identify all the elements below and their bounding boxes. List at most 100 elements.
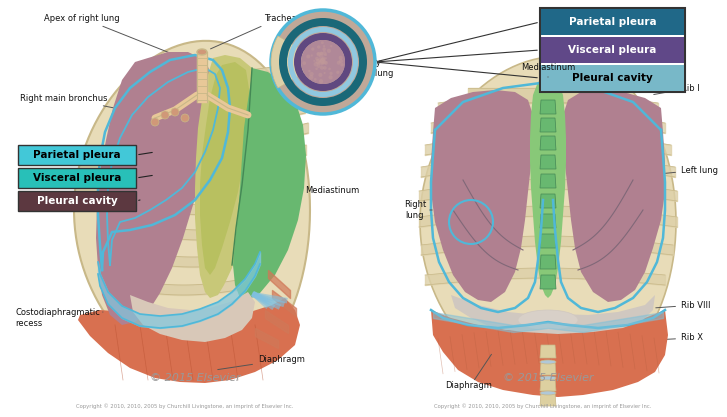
Circle shape [319,60,321,62]
Circle shape [326,49,331,53]
Circle shape [319,52,324,55]
Circle shape [310,72,314,76]
Text: Apex of right lung: Apex of right lung [44,13,172,54]
Circle shape [313,60,316,62]
Circle shape [321,63,323,66]
Polygon shape [540,214,556,228]
Text: Right main bronchus: Right main bronchus [20,93,162,118]
Circle shape [322,48,326,51]
Circle shape [171,108,179,116]
Circle shape [151,118,159,126]
Circle shape [329,72,333,75]
Circle shape [328,68,331,70]
Wedge shape [294,33,352,91]
Circle shape [321,61,324,64]
Circle shape [324,53,327,56]
FancyBboxPatch shape [541,9,684,35]
Circle shape [339,55,342,60]
Circle shape [323,60,327,64]
Polygon shape [540,234,556,248]
Polygon shape [451,295,655,334]
Circle shape [309,75,313,80]
Circle shape [308,70,310,72]
Polygon shape [540,100,556,114]
Text: Pleural cavity: Pleural cavity [36,196,117,206]
Text: Copyright © 2010, 2010, 2005 by Churchill Livingstone, an imprint of Elsevier In: Copyright © 2010, 2010, 2005 by Churchil… [434,403,651,409]
Polygon shape [431,90,533,302]
Polygon shape [78,298,300,383]
Polygon shape [130,292,255,342]
Ellipse shape [540,376,556,380]
Circle shape [330,45,332,47]
Ellipse shape [540,391,556,395]
Text: Left lung: Left lung [651,166,718,175]
Circle shape [316,68,318,70]
Circle shape [321,58,326,62]
FancyBboxPatch shape [18,145,136,165]
Circle shape [322,56,326,60]
Text: Rib VIII: Rib VIII [656,301,710,309]
Circle shape [315,57,319,60]
FancyBboxPatch shape [540,8,685,92]
Circle shape [339,59,343,63]
Circle shape [337,61,341,65]
Text: © 2015 Elsevier: © 2015 Elsevier [502,373,593,383]
Ellipse shape [197,49,207,55]
Circle shape [320,52,323,55]
Circle shape [313,62,318,67]
Circle shape [314,78,317,81]
Circle shape [320,66,324,70]
Polygon shape [431,310,668,397]
Circle shape [324,72,326,74]
Polygon shape [540,362,556,375]
Text: Copyright © 2010, 2010, 2005 by Churchill Livingstone, an imprint of Elsevier In: Copyright © 2010, 2010, 2005 by Churchil… [76,403,294,409]
Circle shape [318,73,323,77]
Circle shape [311,48,315,51]
Ellipse shape [540,360,556,364]
FancyBboxPatch shape [18,191,136,211]
Circle shape [325,57,327,59]
Circle shape [316,59,318,61]
Text: Diaphragm: Diaphragm [218,356,305,369]
Circle shape [321,62,323,65]
Circle shape [316,61,319,64]
Circle shape [324,61,328,65]
Polygon shape [563,90,665,302]
Circle shape [322,61,325,64]
Circle shape [271,10,375,114]
Circle shape [340,63,344,66]
Polygon shape [540,345,556,358]
Polygon shape [200,62,250,275]
Polygon shape [96,52,213,325]
Circle shape [320,58,325,63]
Polygon shape [540,393,556,406]
Circle shape [161,111,169,119]
Polygon shape [74,41,310,379]
Wedge shape [288,27,358,97]
Circle shape [336,70,340,74]
Polygon shape [540,378,556,391]
Polygon shape [420,56,676,387]
Circle shape [301,40,345,84]
Text: Left pleural cavity
surrounding left lung: Left pleural cavity surrounding left lun… [288,58,393,87]
Polygon shape [540,255,556,269]
Circle shape [319,79,324,83]
Text: Right
lung: Right lung [404,200,426,220]
Circle shape [321,41,324,44]
Circle shape [321,59,325,62]
Circle shape [317,45,321,49]
Polygon shape [540,136,556,150]
Circle shape [318,61,321,65]
Polygon shape [540,275,556,289]
Wedge shape [271,36,323,88]
Polygon shape [530,78,566,298]
Text: Visceral pleura: Visceral pleura [569,45,656,55]
FancyBboxPatch shape [541,37,684,63]
Circle shape [322,51,326,55]
Polygon shape [540,118,556,132]
Circle shape [306,55,310,58]
Text: Mediastinum: Mediastinum [261,186,359,195]
Text: © 2015 Elsevier: © 2015 Elsevier [150,373,241,383]
Circle shape [323,66,326,70]
Circle shape [316,52,321,57]
